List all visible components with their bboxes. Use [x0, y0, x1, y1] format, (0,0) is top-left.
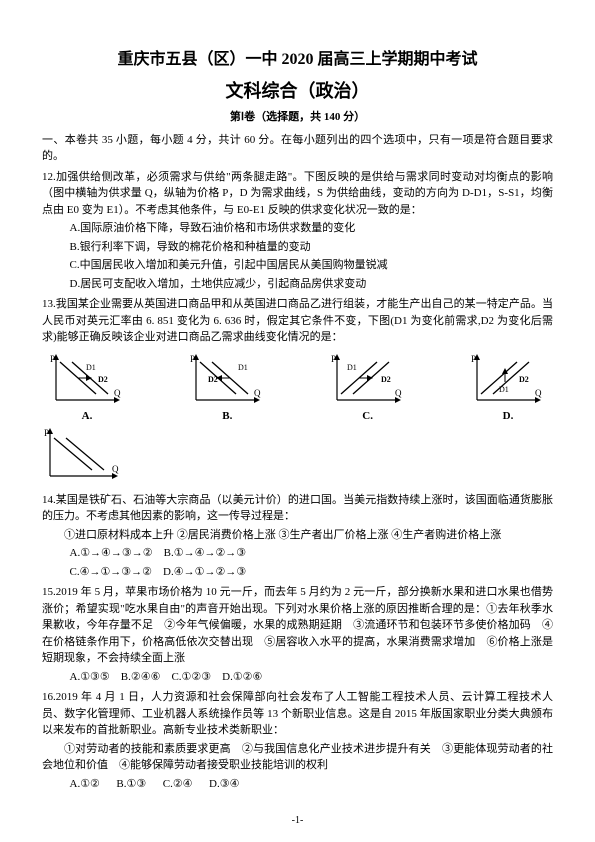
q13-label-a: A. [82, 408, 93, 425]
q16-opt-d: D.③④ [209, 778, 239, 790]
svg-text:P: P [471, 354, 476, 364]
svg-text:D2: D2 [381, 375, 391, 384]
q16-opt-b: B.①③ [116, 778, 146, 790]
q13-chart-d-block: P Q D1 D2 D. [469, 352, 547, 425]
svg-text:D2: D2 [98, 375, 108, 384]
q14-opt-b: B.①→④→②→③ [164, 547, 247, 559]
q15-opt-c: C.①②③ [171, 671, 211, 683]
svg-text:D2: D2 [208, 375, 218, 384]
q13-chart-a: P Q D1 D2 [48, 352, 126, 406]
q14-figure: P Q [42, 426, 553, 490]
svg-text:P: P [331, 354, 336, 364]
page-number: -1- [0, 813, 595, 828]
q13-chart-c: P Q D1 D2 [329, 352, 407, 406]
q12-opt-b: B.银行利率下调，导致的棉花价格和种植量的变动 [42, 239, 553, 256]
q14-opts-2: C.④→①→③→② D.④→①→②→③ [42, 564, 553, 581]
svg-text:D1: D1 [86, 363, 96, 372]
title-sub: 文科综合（政治） [42, 78, 553, 105]
q15-opts: A.①③⑤ B.②④⑥ C.①②③ D.①②⑥ [42, 669, 553, 686]
q13-label-b: B. [222, 408, 232, 425]
svg-text:D1: D1 [347, 363, 357, 372]
q12-stem: 12.加强供给侧改革，必须需求与供给"两条腿走路"。下图反映的是供给与需求同时变… [42, 169, 553, 219]
svg-text:D1: D1 [499, 385, 509, 394]
q14-chain: ①进口原材料成本上升 ②居民消费价格上涨 ③生产者出厂价格上涨 ④生产者购进价格… [42, 527, 553, 544]
q12-opt-d: D.居民可支配收入增加，土地供应减少，引起商品房供求变动 [42, 276, 553, 293]
svg-text:P: P [190, 354, 195, 364]
q14-opt-d: D.④→①→②→③ [163, 566, 246, 578]
q15-opt-d: D.①②⑥ [222, 671, 262, 683]
q13-chart-a-block: P Q D1 D2 A. [48, 352, 126, 425]
q15-opt-b: B.②④⑥ [121, 671, 161, 683]
intro-text: 一、本卷共 35 小题，每小题 4 分，共计 60 分。在每小题列出的四个选项中… [42, 132, 553, 165]
q13-chart-b: P Q D1 D2 [188, 352, 266, 406]
svg-text:D1: D1 [238, 363, 248, 372]
q16-stem: 16.2019 年 4 月 1 日，人力资源和社会保障部向社会发布了人工智能工程… [42, 689, 553, 739]
q14-opts: A.①→④→③→② B.①→④→②→③ [42, 545, 553, 562]
q16-chain: ①对劳动者的技能和素质要求更高 ②与我国信息化产业技术进步提升有关 ③更能体现劳… [42, 741, 553, 774]
q15-stem: 15.2019 年 5 月，苹果市场价格为 10 元一斤，而去年 5 月约为 2… [42, 584, 553, 667]
q13-label-d: D. [503, 408, 514, 425]
q16-opt-a: A.①② [70, 778, 100, 790]
svg-text:Q: Q [395, 388, 402, 398]
q14-opt-c: C.④→①→③→② [70, 566, 153, 578]
svg-text:Q: Q [112, 464, 119, 474]
q12-opt-a: A.国际原油价格下降，导致石油价格和市场供求数量的变化 [42, 220, 553, 237]
q13-chart-d: P Q D1 D2 [469, 352, 547, 406]
q16-opts: A.①② B.①③ C.②④ D.③④ [42, 776, 553, 793]
svg-text:Q: Q [254, 388, 261, 398]
q12-opt-c: C.中国居民收入增加和美元升值，引起中国居民从美国购物量锐减 [42, 257, 553, 274]
title-main: 重庆市五县（区）一中 2020 届高三上学期期中考试 [42, 48, 553, 72]
svg-text:D2: D2 [519, 375, 529, 384]
svg-text:P: P [50, 354, 55, 364]
q16-opt-c: C.②④ [163, 778, 193, 790]
section-head: 第Ⅰ卷（选择题，共 140 分） [42, 109, 553, 126]
q14-opt-a: A.①→④→③→② [70, 547, 153, 559]
q15-opt-a: A.①③⑤ [70, 671, 110, 683]
q13-chart-c-block: P Q D1 D2 C. [329, 352, 407, 425]
q13-chart-row: P Q D1 D2 A. P Q D1 [42, 352, 553, 425]
svg-text:Q: Q [535, 388, 542, 398]
q13-stem: 13.我国某企业需要从英国进口商品甲和从英国进口商品乙进行组装，才能生产出自己的… [42, 296, 553, 346]
svg-text:Q: Q [114, 388, 121, 398]
q13-label-c: C. [362, 408, 373, 425]
q14-stem: 14.某国是铁矿石、石油等大宗商品（以美元计价）的进口国。当美元指数持续上涨时，… [42, 492, 553, 525]
q13-chart-b-block: P Q D1 D2 B. [188, 352, 266, 425]
